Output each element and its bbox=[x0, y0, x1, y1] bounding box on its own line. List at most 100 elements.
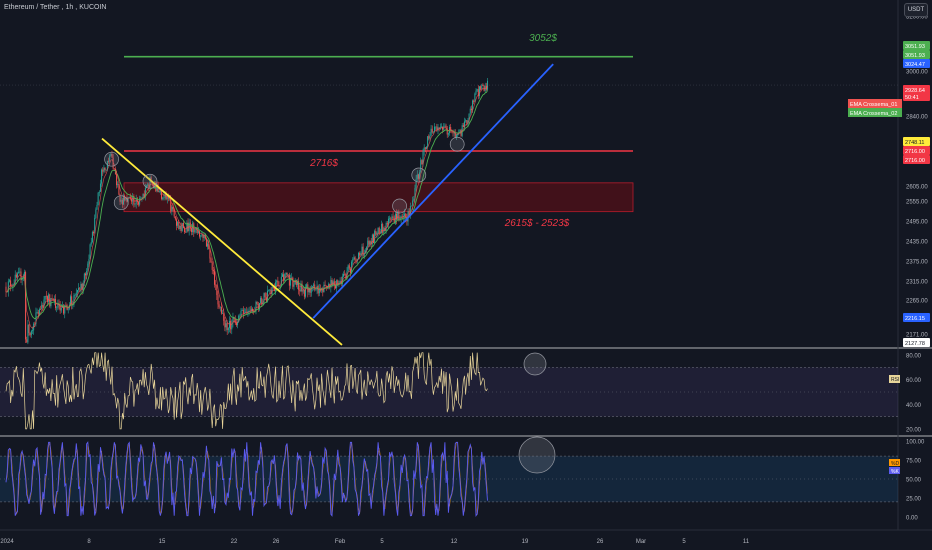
candle-body bbox=[450, 127, 452, 131]
candle-body bbox=[81, 283, 83, 291]
stoch-tick-label: 25.00 bbox=[906, 497, 922, 503]
candle-body bbox=[187, 222, 189, 231]
candle-body bbox=[103, 167, 105, 172]
candle-body bbox=[172, 206, 174, 210]
candle-body bbox=[31, 330, 33, 332]
candle-body bbox=[127, 197, 129, 202]
candle-body bbox=[281, 274, 283, 277]
candle-body bbox=[29, 332, 31, 336]
candle-body bbox=[234, 318, 236, 323]
candle-body bbox=[25, 272, 27, 340]
candle-body bbox=[208, 243, 210, 250]
candle-body bbox=[452, 131, 454, 134]
candle-body bbox=[28, 324, 30, 333]
candle-body bbox=[325, 286, 327, 287]
candle-body bbox=[478, 86, 480, 96]
candle-body bbox=[123, 197, 125, 205]
candle-body bbox=[276, 280, 278, 283]
support-zone bbox=[123, 182, 634, 213]
candle-body bbox=[326, 286, 328, 287]
candle-body bbox=[59, 304, 61, 311]
candle-body bbox=[164, 194, 166, 198]
time-tick-label: 26 bbox=[273, 539, 280, 545]
candle-body bbox=[242, 309, 244, 314]
time-tick-label: 22 bbox=[231, 539, 238, 545]
candle-body bbox=[473, 100, 475, 103]
candle-body bbox=[118, 184, 120, 195]
candle-body bbox=[417, 174, 419, 179]
candle-body bbox=[147, 184, 149, 186]
candle-body bbox=[279, 286, 281, 287]
candle-body bbox=[42, 304, 44, 308]
candle-body bbox=[119, 194, 121, 202]
currency-button[interactable]: USDT bbox=[904, 3, 928, 17]
candle-body bbox=[79, 287, 81, 289]
candle-body bbox=[134, 203, 136, 205]
candle-body bbox=[71, 296, 73, 305]
candle-body bbox=[370, 241, 372, 244]
candle-body bbox=[402, 215, 404, 217]
candle-body bbox=[102, 169, 104, 172]
target-annotation: 3052$ bbox=[529, 33, 557, 44]
price-badge bbox=[903, 41, 930, 50]
price-tick-label: 2435.00 bbox=[906, 240, 928, 246]
candle-body bbox=[398, 211, 400, 220]
price-badge bbox=[903, 92, 930, 101]
candle-body bbox=[431, 128, 433, 133]
candle-body bbox=[184, 228, 186, 233]
candle-body bbox=[256, 301, 258, 305]
candle-body bbox=[165, 194, 167, 200]
candle-body bbox=[424, 147, 426, 150]
candle-body bbox=[216, 285, 218, 296]
candle-body bbox=[190, 228, 192, 232]
candle-body bbox=[405, 213, 407, 219]
zone-annotation: 2615$ - 2523$ bbox=[504, 218, 570, 229]
candle-body bbox=[381, 224, 383, 234]
candle-body bbox=[457, 134, 459, 136]
candle-body bbox=[392, 216, 394, 218]
candle-body bbox=[412, 200, 414, 206]
candle-body bbox=[67, 308, 69, 310]
candle-body bbox=[84, 273, 86, 276]
candle-body bbox=[293, 284, 295, 287]
candle-body bbox=[86, 270, 88, 276]
candle-body bbox=[409, 206, 411, 216]
candle-body bbox=[10, 280, 12, 287]
candle-body bbox=[17, 273, 19, 278]
price-tick-label: 2495.00 bbox=[906, 220, 928, 226]
candle-body bbox=[428, 136, 430, 139]
candle-body bbox=[356, 259, 358, 261]
stoch-k-line bbox=[5, 441, 488, 518]
price-badge-label: 2716.00 bbox=[905, 149, 925, 155]
candle-body bbox=[477, 89, 479, 96]
candle-body bbox=[194, 229, 196, 233]
candle-body bbox=[94, 217, 96, 234]
candle-body bbox=[425, 146, 427, 150]
candle-body bbox=[201, 234, 203, 236]
candle-body bbox=[296, 281, 298, 285]
candle-body bbox=[487, 80, 489, 90]
candle-body bbox=[126, 197, 128, 202]
candle-body bbox=[197, 231, 199, 233]
price-tick-label: 2375.00 bbox=[906, 260, 928, 266]
candle-body bbox=[305, 287, 307, 297]
candle-body bbox=[362, 246, 364, 256]
candle-body bbox=[330, 279, 332, 288]
price-badge bbox=[903, 313, 930, 322]
candle-body bbox=[40, 308, 42, 310]
candle-body bbox=[280, 276, 282, 287]
candle-body bbox=[209, 249, 211, 259]
price-tick-label: 2265.00 bbox=[906, 299, 928, 305]
candle-body bbox=[436, 126, 438, 131]
candle-body bbox=[331, 279, 333, 285]
candle-body bbox=[434, 126, 436, 132]
candle-body bbox=[121, 199, 123, 205]
candle-body bbox=[483, 85, 485, 91]
stoch-k-label: %K bbox=[891, 469, 899, 475]
candle-body bbox=[302, 290, 304, 292]
candle-body bbox=[56, 307, 58, 309]
candle-body bbox=[345, 274, 347, 279]
candle-body bbox=[359, 252, 361, 256]
stoch-k-badge bbox=[889, 467, 900, 474]
